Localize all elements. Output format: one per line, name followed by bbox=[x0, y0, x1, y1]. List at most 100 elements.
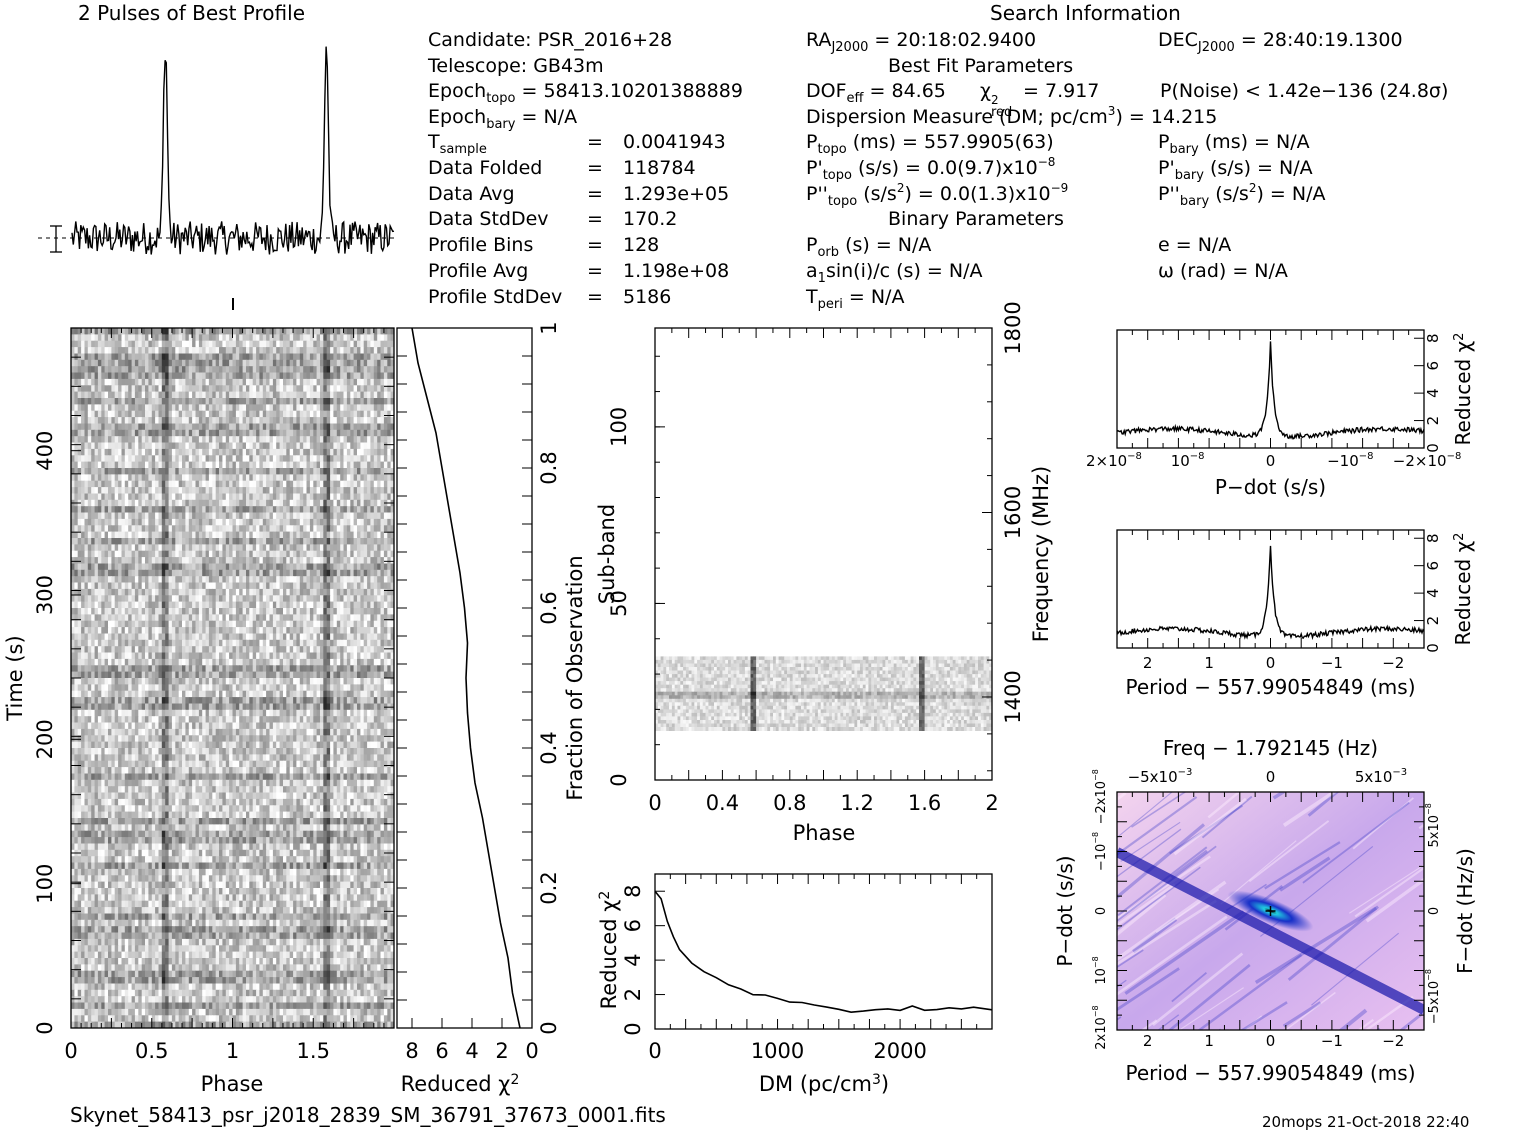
heat-cell bbox=[175, 429, 180, 437]
heat-cell bbox=[390, 410, 394, 418]
heat-cell bbox=[235, 480, 240, 488]
heat-cell bbox=[175, 391, 180, 399]
heat-cell bbox=[225, 385, 230, 393]
heat-cell bbox=[269, 372, 274, 380]
heat-cell bbox=[336, 608, 341, 615]
heat-cell bbox=[104, 417, 109, 425]
heat-cell bbox=[360, 468, 365, 475]
heat-cell bbox=[363, 347, 368, 355]
heat-cell bbox=[320, 436, 324, 444]
heat-cell bbox=[185, 518, 190, 526]
heat-cell bbox=[141, 353, 146, 361]
heat-cell bbox=[148, 620, 153, 628]
heat-cell bbox=[178, 340, 183, 348]
heat-cell bbox=[272, 328, 277, 335]
heat-cell bbox=[134, 378, 139, 386]
heat-cell bbox=[219, 455, 223, 463]
heat-cell bbox=[168, 353, 173, 361]
heat-cell bbox=[326, 410, 331, 418]
heat-cell bbox=[205, 448, 210, 456]
heat-cell bbox=[252, 340, 257, 348]
heat-cell bbox=[97, 334, 102, 342]
heat-cell bbox=[242, 372, 247, 380]
heat-cell bbox=[71, 423, 75, 431]
heat-cell bbox=[340, 328, 345, 335]
heat-cell bbox=[323, 423, 328, 431]
heat-cell bbox=[299, 378, 304, 386]
heat-cell bbox=[229, 436, 234, 444]
heat-cell bbox=[320, 468, 324, 475]
heat-cell bbox=[373, 404, 378, 412]
heat-cell bbox=[286, 512, 291, 520]
heat-cell bbox=[141, 442, 146, 450]
heat-cell bbox=[357, 436, 361, 444]
heat-cell bbox=[306, 455, 311, 463]
heat-cell bbox=[128, 569, 133, 577]
heat-cell bbox=[353, 480, 358, 488]
heat-cell bbox=[370, 340, 375, 348]
sub: eff bbox=[846, 91, 864, 106]
heat-cell bbox=[81, 410, 86, 418]
heat-cell bbox=[195, 385, 200, 393]
heat-cell bbox=[195, 410, 200, 418]
heat-cell bbox=[346, 480, 351, 488]
heat-cell bbox=[387, 410, 392, 418]
heat-cell bbox=[293, 455, 298, 463]
heat-cell bbox=[131, 423, 136, 431]
heat-cell bbox=[131, 455, 136, 463]
heat-cell bbox=[343, 372, 348, 380]
heat-cell bbox=[111, 442, 116, 450]
heat-cell bbox=[145, 340, 149, 348]
heat-cell bbox=[235, 417, 240, 425]
heat-cell bbox=[336, 563, 341, 571]
heat-cell bbox=[303, 448, 308, 456]
heat-cell bbox=[383, 474, 388, 482]
heat-cell bbox=[286, 423, 291, 431]
heat-cell bbox=[346, 340, 351, 348]
heat-cell bbox=[81, 499, 86, 507]
heat-cell bbox=[208, 455, 213, 463]
heat-cell bbox=[326, 448, 331, 456]
heat-cell bbox=[225, 455, 230, 463]
heat-cell bbox=[138, 366, 143, 374]
heat-cell bbox=[333, 366, 338, 374]
heat-cell bbox=[121, 423, 126, 431]
heat-cell bbox=[316, 448, 321, 456]
heat-cell bbox=[178, 410, 183, 418]
heat-cell bbox=[313, 417, 318, 425]
heat-cell bbox=[357, 448, 361, 456]
heat-cell bbox=[246, 448, 250, 456]
heat-cell bbox=[232, 448, 237, 456]
heat-cell bbox=[118, 372, 123, 380]
heat-cell bbox=[235, 455, 240, 463]
heat-cell bbox=[272, 359, 277, 367]
heat-cell bbox=[87, 499, 92, 507]
heat-cell bbox=[185, 601, 190, 609]
heat-cell bbox=[202, 378, 207, 386]
heat-cell bbox=[299, 429, 304, 437]
heat-cell bbox=[272, 448, 277, 456]
heat-cell bbox=[286, 417, 291, 425]
heat-cell bbox=[202, 359, 207, 367]
heat-cell bbox=[276, 487, 281, 495]
heat-cell bbox=[215, 372, 220, 380]
heat-cell bbox=[353, 366, 358, 374]
heat-cell bbox=[229, 493, 234, 501]
heat-cell bbox=[128, 512, 133, 520]
heat-cell bbox=[74, 455, 79, 463]
heat-cell bbox=[377, 468, 382, 475]
heat-cell bbox=[222, 442, 227, 450]
heat-cell bbox=[151, 398, 156, 405]
heat-cell bbox=[74, 487, 79, 495]
heat-cell bbox=[299, 569, 304, 577]
heat-cell bbox=[87, 328, 92, 335]
heat-cell bbox=[357, 353, 361, 361]
heat-cell bbox=[279, 340, 284, 348]
heat-cell bbox=[333, 436, 338, 444]
heat-cell bbox=[222, 595, 227, 603]
heat-cell bbox=[357, 340, 361, 348]
sub: peri bbox=[817, 297, 843, 312]
heat-cell bbox=[262, 372, 267, 380]
heat-cell bbox=[363, 391, 368, 399]
heat-cell bbox=[208, 328, 213, 335]
